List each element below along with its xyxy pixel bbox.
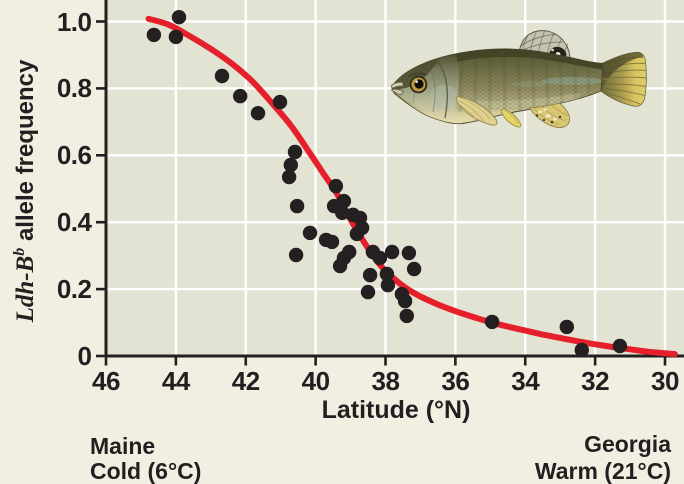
fish-body	[391, 48, 604, 125]
data-point	[168, 29, 184, 45]
data-point	[397, 293, 413, 309]
plot-background	[107, 0, 684, 355]
gene-name: Ldh-B	[12, 255, 39, 323]
x-tick-label: 44	[161, 366, 190, 396]
data-point	[233, 88, 248, 104]
data-point	[332, 258, 348, 274]
data-point	[171, 10, 187, 25]
data-point	[288, 247, 304, 263]
data-point	[287, 144, 303, 160]
y-axis-title: Ldh-Bb allele frequency	[11, 51, 41, 331]
y-tick-label: 0.2	[56, 274, 92, 305]
data-point	[384, 244, 400, 260]
plot-area	[107, 0, 684, 355]
x-tick-label: 34	[511, 366, 540, 396]
data-point	[372, 250, 388, 266]
y-axis-title-text: allele frequency	[12, 59, 39, 248]
fish-pelvic-fin	[501, 108, 522, 128]
y-tick-label: 0.6	[56, 140, 92, 171]
data-point	[380, 277, 396, 293]
data-point	[349, 226, 365, 242]
fish-pectoral-fin	[455, 96, 498, 126]
data-point	[214, 68, 230, 84]
x-tick-label: 32	[581, 366, 610, 396]
data-point	[406, 261, 422, 277]
x-tick-label: 38	[371, 366, 400, 396]
data-point	[328, 178, 344, 194]
data-point	[281, 169, 297, 185]
data-point	[283, 157, 298, 173]
x-axis-title: Latitude (°N)	[321, 396, 471, 424]
trend-curve	[145, 15, 678, 357]
x-tick-label: 42	[231, 366, 260, 396]
data-points	[146, 10, 628, 358]
data-point	[574, 342, 589, 358]
data-point	[324, 234, 340, 250]
annotation-cold: Cold (6°C)	[90, 458, 202, 484]
axes	[96, 0, 684, 366]
x-tick-label: 30	[651, 366, 679, 396]
fish-anal-fin	[528, 102, 570, 129]
data-point	[360, 284, 376, 300]
y-tick-label: 0.4	[56, 207, 92, 238]
data-point	[401, 245, 417, 261]
y-tick-label: 1.0	[56, 6, 92, 37]
trend-curve-path	[145, 15, 678, 357]
fish-mouth	[391, 81, 405, 90]
gene-superscript: b	[11, 247, 28, 256]
data-point	[399, 308, 414, 324]
annotation-maine: Maine	[90, 433, 156, 459]
annotation-georgia: Georgia	[584, 431, 671, 457]
data-point	[362, 267, 378, 283]
data-point	[289, 198, 305, 214]
data-point	[146, 27, 162, 43]
data-point	[379, 266, 395, 282]
data-point	[484, 314, 500, 330]
x-tick-label: 40	[301, 366, 330, 396]
x-tick-label: 36	[441, 366, 470, 396]
data-point	[335, 205, 350, 220]
fish-caudal-fin	[601, 51, 647, 107]
data-point	[559, 319, 574, 335]
data-point	[250, 106, 266, 121]
data-point	[302, 225, 318, 241]
data-point	[336, 193, 352, 209]
data-point	[612, 338, 628, 354]
fish-illustration	[391, 30, 647, 129]
annotation-warm: Warm (21°C)	[534, 458, 671, 484]
data-point	[272, 94, 288, 110]
x-tick-label: 46	[92, 366, 120, 396]
y-tick-label: 0.8	[56, 73, 92, 104]
y-tick-label: 0	[77, 341, 92, 371]
